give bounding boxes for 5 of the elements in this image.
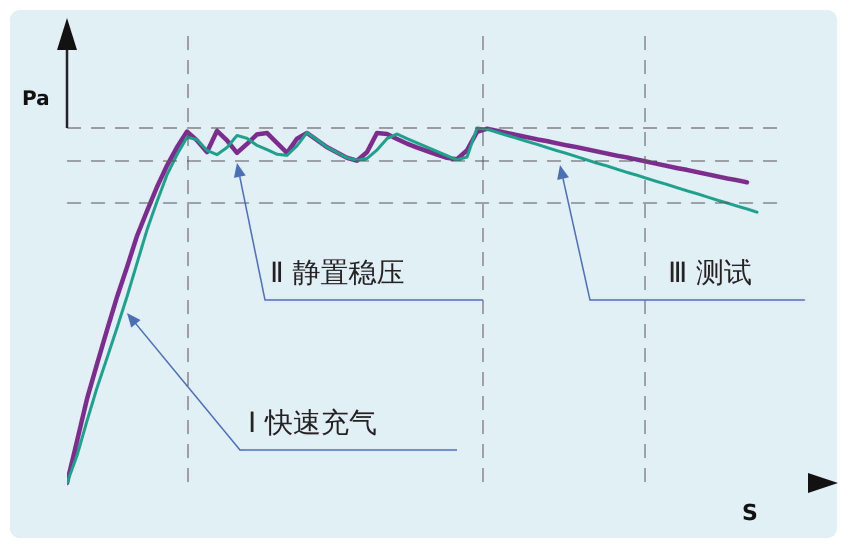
y-axis-title: Pa [22, 86, 50, 110]
x-axis-title: S [742, 501, 758, 526]
annotation: Ⅱ 静置稳压 [270, 256, 405, 289]
annotation: Ⅰ 快速充气 [248, 406, 378, 439]
annotation: Ⅲ 测试 [668, 256, 752, 289]
